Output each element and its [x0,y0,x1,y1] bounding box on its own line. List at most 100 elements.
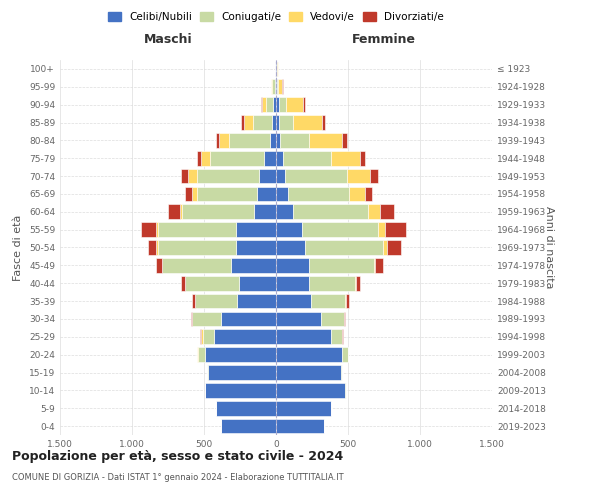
Bar [345,383,346,398]
Bar [259,168,276,184]
Bar [261,98,262,112]
Text: Popolazione per età, sesso e stato civile - 2024: Popolazione per età, sesso e stato civil… [12,450,343,463]
Bar [254,204,276,219]
Bar [279,98,286,112]
Bar [349,186,365,201]
Bar [193,294,196,308]
Bar [181,168,188,184]
Bar [161,258,162,272]
Bar [385,222,406,237]
Bar [216,133,219,148]
Bar [309,258,374,272]
Bar [331,330,342,344]
Bar [269,133,276,148]
Bar [197,168,259,184]
Bar [229,133,269,148]
Bar [241,115,244,130]
Bar [342,348,348,362]
Bar [359,151,365,166]
Bar [309,276,355,290]
Bar [203,330,214,344]
Bar [276,115,279,130]
Bar [346,294,349,308]
Bar [276,80,277,94]
Bar [276,276,309,290]
Bar [156,258,161,272]
Bar [376,258,383,272]
Bar [347,168,370,184]
Bar [208,365,276,380]
Bar [278,80,283,94]
Bar [262,98,266,112]
Bar [148,240,157,255]
Bar [193,186,197,201]
Bar [210,151,265,166]
Bar [156,222,158,237]
Bar [193,312,221,326]
Bar [219,133,229,148]
Bar [266,98,273,112]
Bar [273,98,276,112]
Bar [158,222,236,237]
Bar [293,204,368,219]
Bar [215,401,276,415]
Bar [341,365,342,380]
Bar [320,312,344,326]
Bar [221,312,276,326]
Bar [344,312,345,326]
Bar [271,80,272,94]
Bar [287,186,349,201]
Text: Femmine: Femmine [352,32,416,46]
Bar [311,294,345,308]
Bar [236,222,276,237]
Bar [162,258,232,272]
Bar [302,222,378,237]
Bar [284,168,347,184]
Bar [275,62,276,76]
Bar [387,240,401,255]
Y-axis label: Fasce di età: Fasce di età [13,214,23,280]
Bar [280,133,309,148]
Bar [331,151,359,166]
Bar [383,240,387,255]
Bar [276,204,293,219]
Bar [276,294,311,308]
Bar [201,151,210,166]
Bar [345,294,346,308]
Bar [214,330,276,344]
Bar [293,115,322,130]
Bar [237,294,276,308]
Bar [276,62,277,76]
Bar [276,151,283,166]
Legend: Celibi/Nubili, Coniugati/e, Vedovi/e, Divorziati/e: Celibi/Nubili, Coniugati/e, Vedovi/e, Di… [104,8,448,26]
Bar [188,168,197,184]
Bar [279,115,293,130]
Bar [276,186,287,201]
Text: COMUNE DI GORIZIA - Dati ISTAT 1° gennaio 2024 - Elaborazione TUTTITALIA.IT: COMUNE DI GORIZIA - Dati ISTAT 1° gennai… [12,472,344,482]
Bar [276,383,345,398]
Bar [277,62,278,76]
Bar [277,80,278,94]
Bar [198,348,205,362]
Bar [276,401,331,415]
Bar [322,115,325,130]
Bar [276,419,323,434]
Bar [286,98,304,112]
Bar [200,330,201,344]
Bar [185,186,193,201]
Bar [197,186,257,201]
Bar [179,204,182,219]
Bar [356,276,360,290]
Bar [276,365,341,380]
Bar [197,348,198,362]
Bar [283,151,331,166]
Bar [232,258,276,272]
Bar [368,204,380,219]
Bar [374,258,376,272]
Text: Maschi: Maschi [143,32,193,46]
Bar [157,240,158,255]
Bar [253,115,272,130]
Bar [168,204,179,219]
Bar [221,419,276,434]
Bar [197,151,201,166]
